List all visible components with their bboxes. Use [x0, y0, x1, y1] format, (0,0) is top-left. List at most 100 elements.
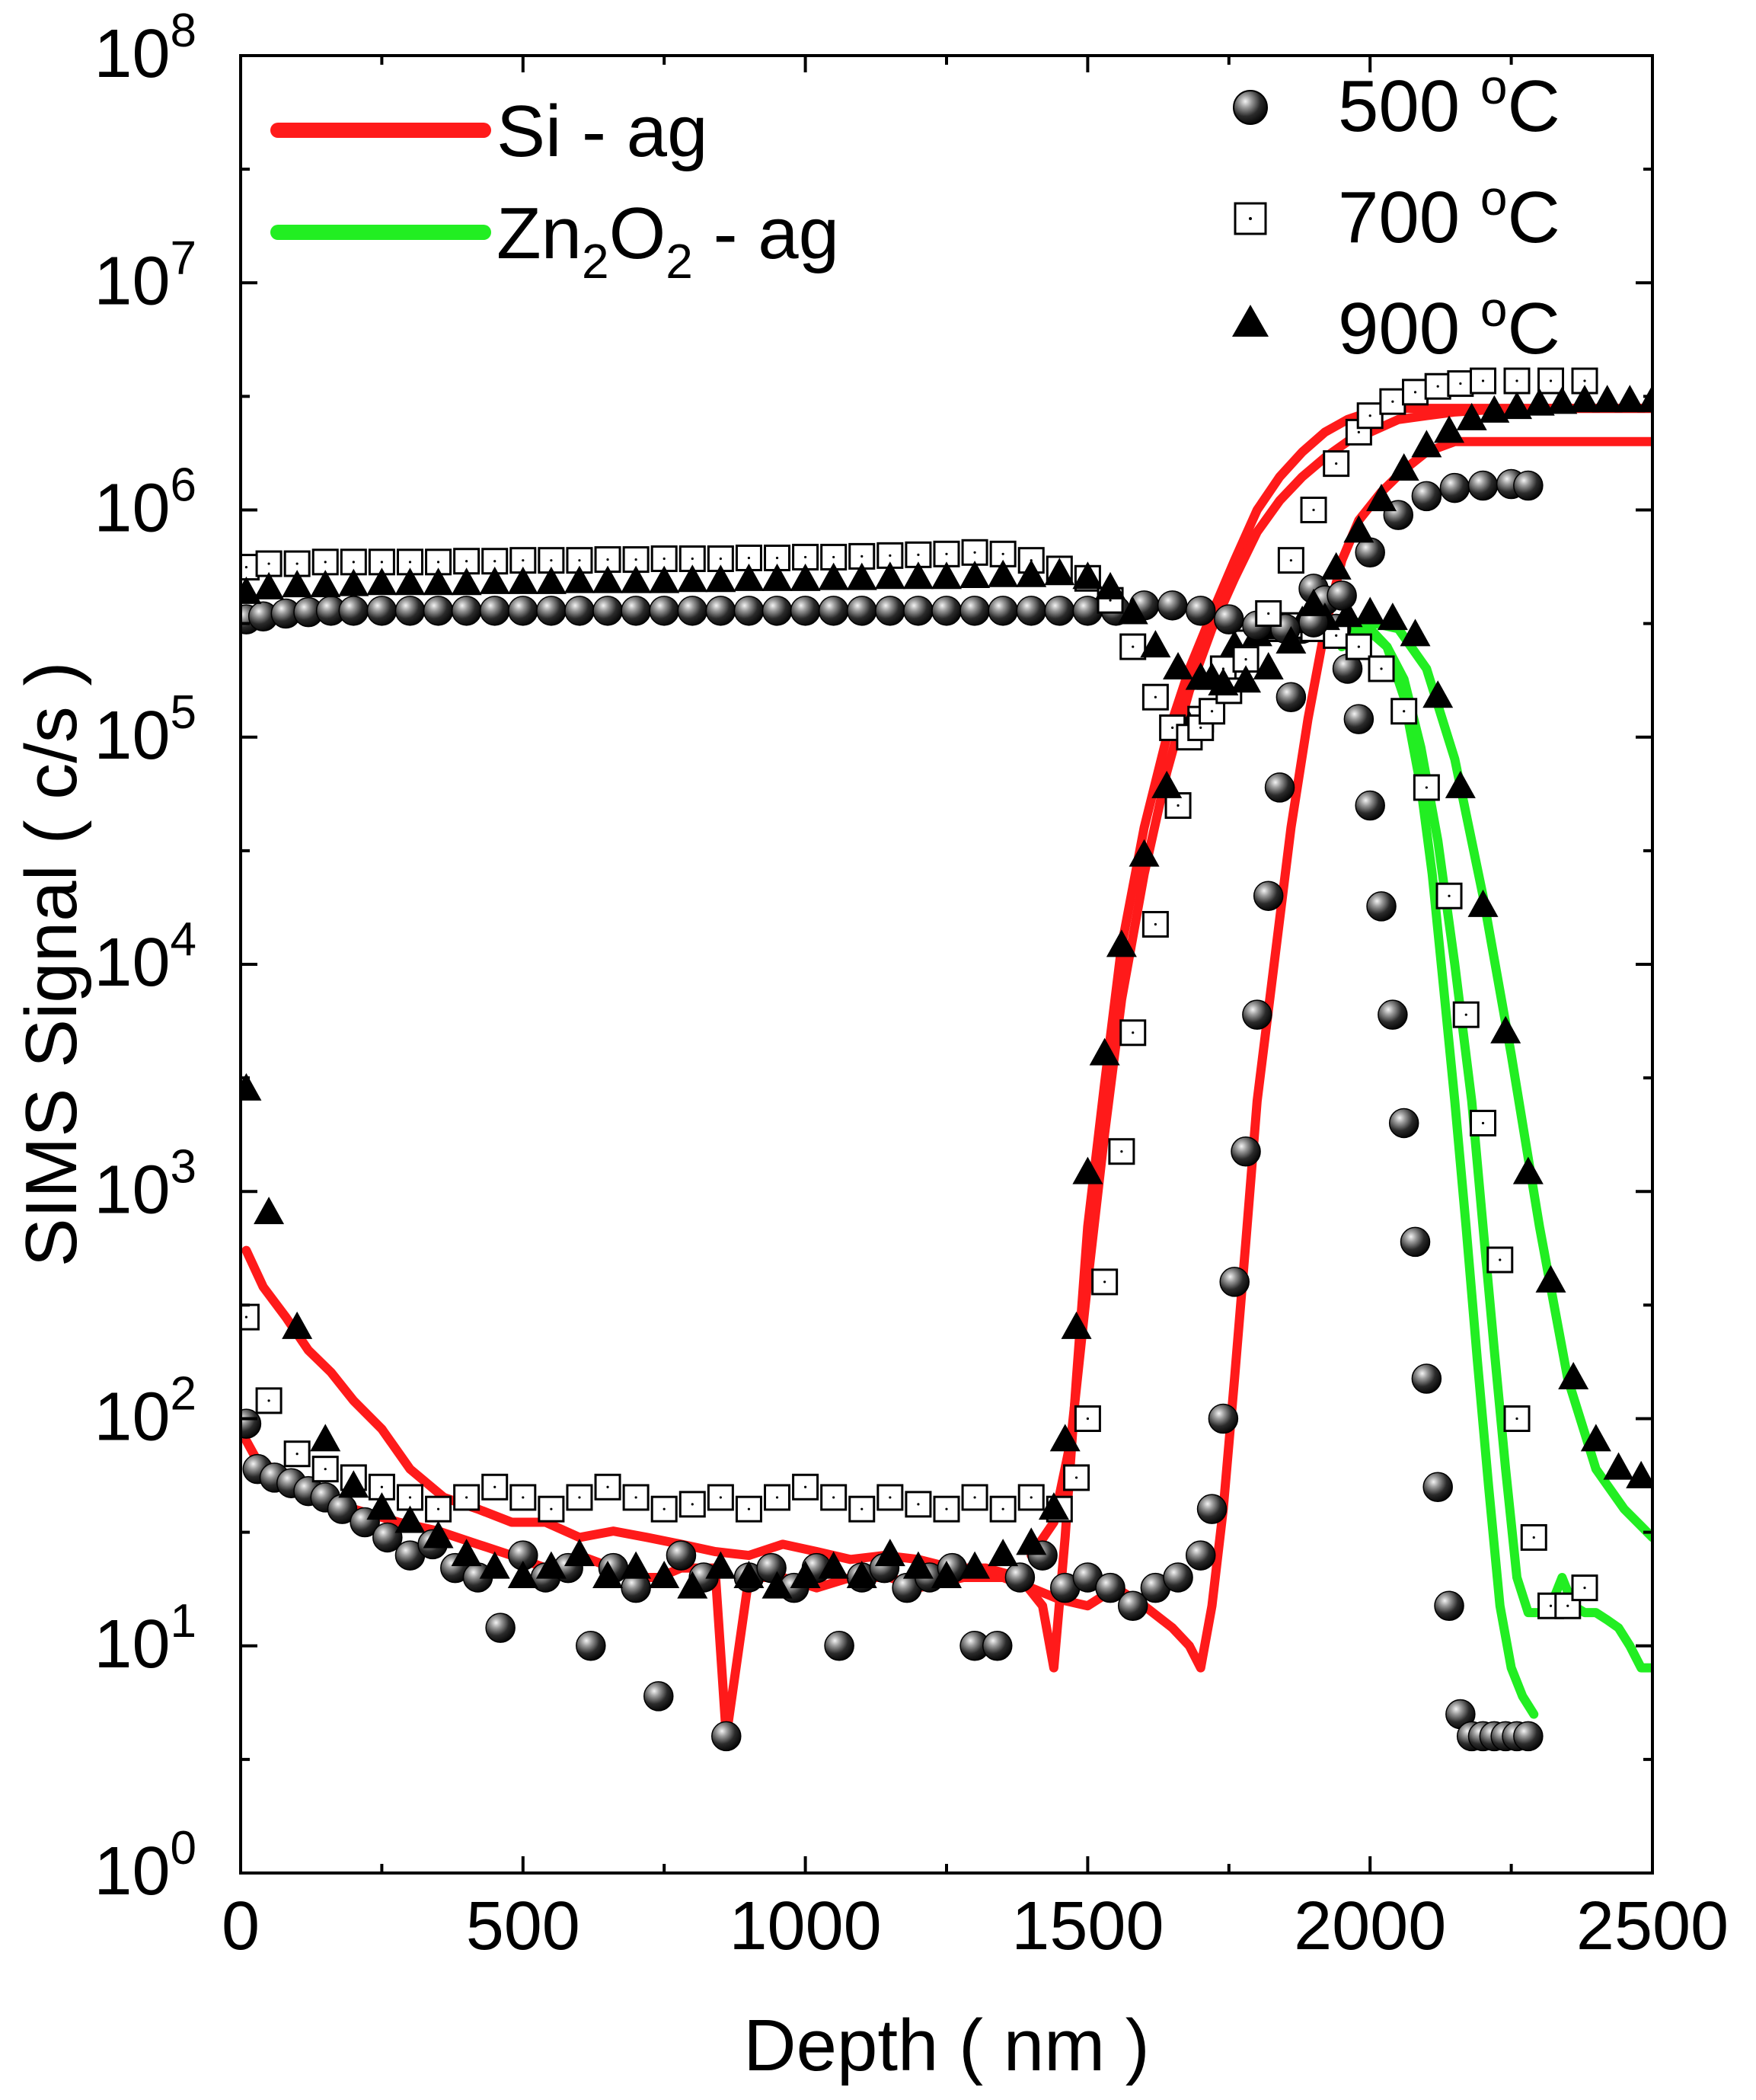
data-point-dot — [1154, 695, 1157, 698]
data-point-dot — [1391, 400, 1394, 403]
data-point — [875, 596, 905, 626]
series-line-zn2o2-ag-700 — [1337, 624, 1652, 1673]
data-point-dot — [860, 555, 864, 558]
data-point — [903, 596, 934, 626]
data-point-dot — [1448, 894, 1451, 897]
legend-o-text: O — [609, 193, 666, 274]
data-point — [1411, 481, 1442, 512]
data-point — [1366, 484, 1397, 512]
data-point — [423, 1520, 454, 1549]
data-point — [1038, 1492, 1069, 1520]
legend-marker-900 — [1232, 305, 1269, 337]
data-point — [982, 1631, 1013, 1661]
data-point — [1106, 929, 1137, 957]
legend-lines: Si - ag Zn2O2 - ag — [270, 91, 839, 289]
data-point-dot — [244, 1315, 248, 1318]
data-point — [338, 568, 369, 596]
data-point — [874, 561, 905, 590]
y-tick-label: 104 — [94, 913, 196, 1001]
plot-area — [241, 367, 1652, 1752]
data-point — [1253, 881, 1284, 911]
data-point-dot — [804, 555, 807, 559]
data-point-dot — [1177, 804, 1180, 807]
data-point-dot — [493, 560, 496, 563]
data-point — [846, 562, 877, 590]
data-point — [677, 596, 708, 626]
data-point — [1049, 1424, 1081, 1452]
legend-zn-subscript: 2 — [582, 234, 609, 289]
data-point — [846, 1560, 877, 1588]
data-point — [1275, 682, 1307, 712]
data-point — [988, 559, 1019, 587]
data-point — [1044, 596, 1075, 626]
data-point-dot — [860, 1507, 864, 1510]
x-axis-title: Depth ( nm ) — [743, 2005, 1149, 2086]
data-point — [1016, 1527, 1047, 1555]
data-point — [366, 596, 397, 626]
data-point-dot — [1210, 710, 1214, 713]
data-point — [241, 1072, 262, 1101]
data-point-dot — [436, 561, 440, 564]
data-point — [423, 567, 454, 596]
data-point — [1016, 559, 1047, 587]
data-point-dot — [324, 561, 327, 564]
data-point — [761, 1571, 793, 1599]
data-point-dot — [408, 1496, 412, 1499]
data-point-dot — [1583, 1587, 1586, 1590]
x-tick-label: 1500 — [1011, 1888, 1164, 1964]
data-point-dot — [832, 1496, 835, 1499]
data-point — [621, 565, 652, 593]
data-point — [1061, 1311, 1092, 1339]
data-point-dot — [1244, 658, 1247, 661]
data-point — [1411, 1363, 1442, 1394]
series-line-si-ag-900 — [1026, 404, 1652, 1561]
data-point — [592, 1560, 624, 1588]
data-point — [1400, 618, 1431, 647]
data-point — [338, 596, 369, 626]
data-point — [988, 1539, 1019, 1567]
data-point — [485, 1613, 516, 1643]
data-point — [1378, 999, 1408, 1030]
data-point-dot — [889, 554, 892, 557]
data-point — [1422, 1472, 1453, 1503]
data-point-dot — [244, 566, 248, 569]
data-point — [818, 562, 849, 590]
data-point-dot — [380, 561, 383, 564]
data-point-dot — [578, 559, 581, 562]
data-point-dot — [917, 1503, 920, 1506]
data-point — [1072, 1156, 1103, 1184]
data-point-dot — [1481, 379, 1485, 382]
data-point — [535, 1551, 567, 1579]
data-point-dot — [1481, 1121, 1485, 1125]
data-point-dot — [719, 1496, 722, 1499]
data-point — [366, 567, 397, 596]
data-point-dot — [1335, 634, 1338, 637]
data-point-dot — [945, 1507, 948, 1510]
data-point-dot — [1464, 1013, 1467, 1016]
legend-marker-500 — [1233, 90, 1268, 125]
y-axis-title: SIMS Signal ( c/s ) — [11, 662, 92, 1267]
data-point — [824, 1631, 854, 1661]
data-point — [479, 596, 510, 626]
legend-o-subscript: 2 — [666, 234, 693, 289]
data-point — [1185, 662, 1216, 690]
data-point-dot — [1199, 726, 1202, 730]
data-point — [705, 596, 736, 626]
data-point — [1089, 1037, 1120, 1066]
y-tick-label: 106 — [94, 459, 196, 547]
data-point — [1117, 1590, 1148, 1621]
data-point — [576, 1631, 606, 1661]
data-point — [1467, 889, 1499, 917]
data-point-dot — [352, 561, 355, 564]
legend-markers: 500 oC 700 oC 900 oC — [1232, 59, 1560, 369]
data-point-dot — [1566, 1604, 1569, 1607]
data-point-dot — [662, 557, 666, 561]
data-point-dot — [1403, 710, 1406, 713]
data-point — [733, 596, 765, 626]
data-point — [761, 596, 793, 626]
data-point — [1558, 1361, 1589, 1389]
y-tick-label: 108 — [94, 5, 196, 92]
data-point — [931, 561, 962, 590]
data-point — [848, 1495, 876, 1523]
series-line-si-ag-500 — [241, 436, 1652, 1741]
